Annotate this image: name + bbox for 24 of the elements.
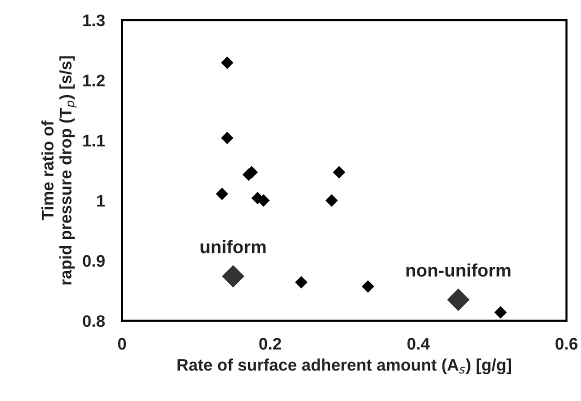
- point: [362, 280, 374, 293]
- point: [332, 166, 346, 178]
- y-tick-label: 1.2: [83, 74, 105, 86]
- annotation: uniform: [200, 240, 266, 254]
- y-tick-label: 1.3: [83, 14, 105, 26]
- x-tick-label: 0.4: [407, 338, 430, 350]
- point: [220, 56, 234, 69]
- y-tick-label: 1.1: [83, 134, 105, 146]
- y-tick-label: 0.9: [82, 255, 105, 267]
- point: [494, 306, 507, 319]
- y-tick-label: 0.8: [82, 315, 105, 328]
- x-tick-label: 0.2: [259, 338, 282, 350]
- x-tick-label: 0.6: [556, 338, 578, 350]
- point: [222, 265, 244, 288]
- point: [216, 188, 228, 200]
- point: [447, 288, 470, 311]
- point: [295, 276, 308, 289]
- y-tick-label: 1: [97, 195, 105, 207]
- y-axis-title: Time ratio of rapid pressure drop (T$_{p}$) [s/s]: [41, 56, 77, 284]
- point: [325, 194, 338, 207]
- point: [220, 132, 234, 144]
- x-axis-title: Rate of surface adherent amount (A$_{s}$) [g/g]: [178, 358, 511, 374]
- annotation: non-uniform: [406, 263, 510, 277]
- x-tick-label: 0: [118, 338, 126, 350]
